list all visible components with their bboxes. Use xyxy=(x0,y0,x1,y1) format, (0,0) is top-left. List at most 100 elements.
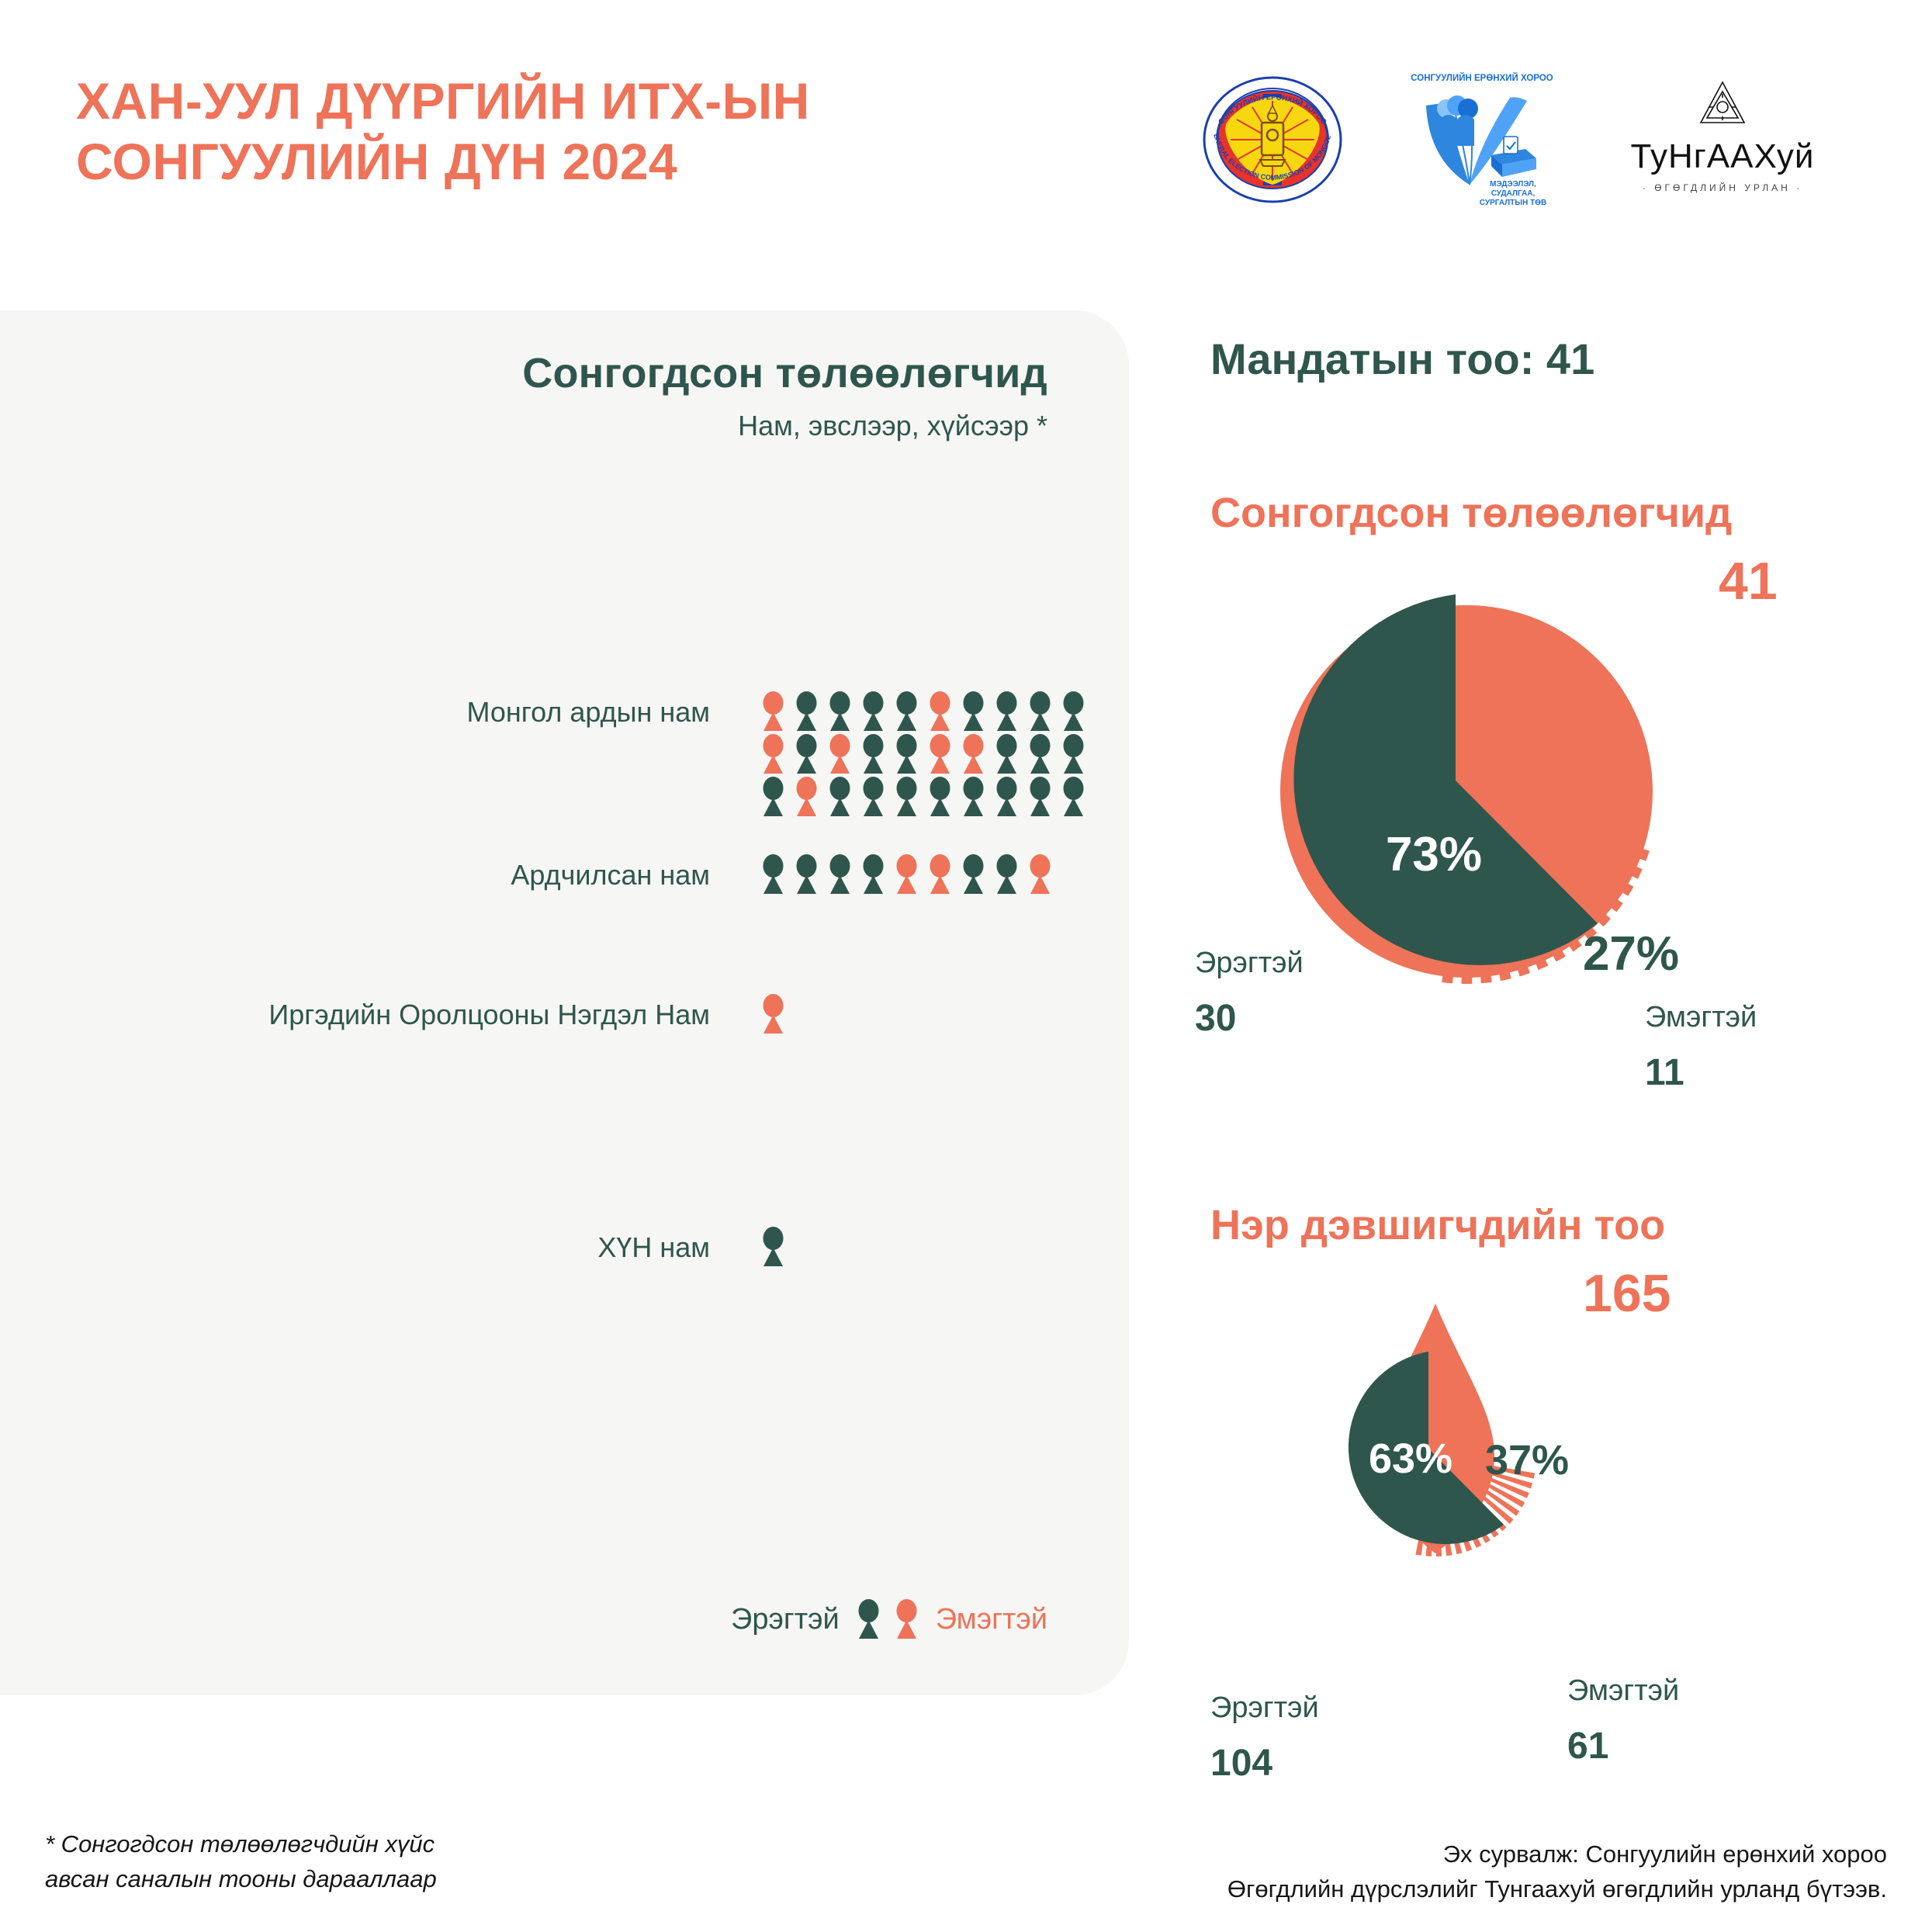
header: ХАН-УУЛ ДҮҮРГИЙН ИТХ-ЫН СОНГУУЛИЙН ДҮН 2… xyxy=(0,0,1932,310)
party-label: Ардчилсан нам xyxy=(511,859,710,891)
person-icon-male xyxy=(930,777,950,816)
party-pictogram-group xyxy=(757,993,1094,1036)
chart-1-total: 41 xyxy=(1719,552,1778,611)
chart-1-male-caption: Эрэгтэй 30 xyxy=(1195,947,1304,1039)
party-row: ХҮН нам xyxy=(109,1226,1094,1269)
source-note-line-2: Өгөгдлийн дүрслэлийг Тунгаахуй өгөгдлийн… xyxy=(1227,1875,1887,1903)
party-label: Монгол ардын нам xyxy=(466,696,710,728)
person-icon-male xyxy=(996,691,1017,731)
party-row: Ардчилсан нам xyxy=(109,853,1094,896)
person-icon-male xyxy=(996,777,1017,816)
elected-representatives-pie-chart: 73% 27% xyxy=(1280,594,1679,984)
pie-fan-slice xyxy=(1466,791,1634,896)
footnote-left-line-1: * Сонгогдсон төлөөлөгчдийн хүйс xyxy=(45,1830,435,1858)
svg-text:МЭДЭЭЛЭЛ,: МЭДЭЭЛЭЛ, xyxy=(1490,180,1536,189)
mandate-count-label: Мандатын тоо: 41 xyxy=(1210,334,1595,383)
person-icon-male xyxy=(1063,777,1084,816)
pie-fan-slice xyxy=(1435,1456,1514,1524)
elected-representatives-panel: Сонгогдсон төлөөлөгчид Нам, эвслээр, хүй… xyxy=(0,310,1129,1695)
person-icon-male xyxy=(763,777,784,816)
person-icon-male xyxy=(863,854,884,894)
party-row: Монгол ардын нам xyxy=(109,691,1094,819)
svg-text:СУДАЛГАА,: СУДАЛГАА, xyxy=(1491,189,1536,198)
page-title-line-1: ХАН-УУЛ ДҮҮРГИЙН ИТХ-ЫН xyxy=(76,72,810,130)
chart-2-male-caption: Эрэгтэй 104 xyxy=(1210,1691,1319,1784)
person-icon-male xyxy=(1030,777,1051,816)
chart-2-female-percent: 37% xyxy=(1485,1437,1569,1484)
pie-fan-slice xyxy=(1466,791,1611,927)
chart-2-female-caption: Эмэгтэй 61 xyxy=(1567,1674,1680,1767)
left-panel-subtitle: Нам, эвслээр, хүйсээр * xyxy=(738,410,1047,441)
chart-1-male-percent: 73% xyxy=(1386,828,1482,881)
svg-text:СОНГУУЛИЙН ЕРӨНХИЙ ХОРОО: СОНГУУЛИЙН ЕРӨНХИЙ ХОРОО xyxy=(1411,73,1553,83)
person-icon-male xyxy=(896,691,917,731)
svg-text:СУРГАЛТЫН ТӨВ: СУРГАЛТЫН ТӨВ xyxy=(1480,199,1546,207)
chart-1-female-caption: Эмэгтэй 11 xyxy=(1645,1001,1757,1093)
party-row: Иргэдийн Оролцооны Нэгдэл Нам xyxy=(109,993,1094,1036)
person-icon-male xyxy=(863,734,884,774)
pie-fan-slice xyxy=(1435,1456,1536,1479)
person-icon-female xyxy=(796,777,817,816)
party-pictogram-group xyxy=(757,1226,1094,1269)
pie-fan-slice xyxy=(1466,791,1650,861)
person-icon-male xyxy=(796,691,817,731)
person-icon-female xyxy=(1030,854,1051,894)
chart-2-title: Нэр дэвшигчдийн тоо xyxy=(1210,1202,1666,1248)
person-icon-female xyxy=(763,691,784,731)
party-pictogram-group xyxy=(757,691,1094,819)
person-icon-female xyxy=(763,734,784,774)
person-icon-female xyxy=(896,1599,917,1639)
chart-2-total: 165 xyxy=(1583,1264,1671,1323)
person-icon-male xyxy=(963,777,984,816)
summary-charts-panel: Мандатын тоо: 41 Сонгогдсон төлөөлөгчид … xyxy=(1195,334,1909,1784)
gender-legend: Эрэгтэй Эмэгтэй xyxy=(0,1598,1047,1641)
person-icon-male xyxy=(863,691,884,731)
pie-fan-slice xyxy=(1435,1456,1529,1498)
party-pictogram-group xyxy=(757,853,1094,896)
person-icon-male xyxy=(1063,691,1084,731)
left-panel-title: Сонгогдсон төлөөлөгчид xyxy=(522,350,1047,396)
person-icon-male xyxy=(863,777,884,816)
person-icon-male xyxy=(858,1599,879,1639)
legend-female-label: Эмэгтэй xyxy=(935,1603,1047,1636)
person-icon-male xyxy=(896,777,917,816)
party-label: Иргэдийн Оролцооны Нэгдэл Нам xyxy=(268,999,710,1030)
legend-male-label: Эрэгтэй xyxy=(731,1603,840,1636)
page-title-line-2: СОНГУУЛИЙН ДҮН 2024 xyxy=(76,132,678,190)
chart-1-female-percent: 27% xyxy=(1583,927,1679,981)
person-icon-male xyxy=(763,854,784,894)
person-icon-male xyxy=(996,854,1017,894)
person-icon-male xyxy=(829,854,850,894)
person-icon-female xyxy=(930,734,950,774)
person-icon-male xyxy=(1030,734,1051,774)
footnote-left: * Сонгогдсон төлөөлөгчдийн хүйс авсан са… xyxy=(45,1827,437,1897)
person-icon-male xyxy=(963,691,984,731)
person-icon-male xyxy=(763,1227,784,1266)
party-label: ХҮН нам xyxy=(597,1231,710,1263)
general-election-commission-of-mongolia-logo: СОНГУУЛИЙН ЕРӨНХИЙ ХОРОО GENERAL ELECTIO… xyxy=(1192,62,1350,216)
pie-fan-slice xyxy=(1435,1456,1525,1508)
person-icon-male xyxy=(796,854,817,894)
logo-group: СОНГУУЛИЙН ЕРӨНХИЙ ХОРОО GENERAL ELECTIO… xyxy=(1192,62,1831,216)
person-icon-male xyxy=(796,734,817,774)
source-note-line-1: Эх сурвалж: Сонгуулийн ерөнхий хороо xyxy=(1442,1840,1887,1868)
svg-text:· ӨГӨГДЛИЙН УРЛАН ·: · ӨГӨГДЛИЙН УРЛАН · xyxy=(1643,182,1802,193)
person-icon-female xyxy=(930,691,950,731)
person-icon-male xyxy=(996,734,1017,774)
person-icon-male xyxy=(963,854,984,894)
pie-fan-slice xyxy=(1435,1456,1533,1489)
source-note: Эх сурвалж: Сонгуулийн ерөнхий хороо Өгө… xyxy=(1227,1837,1887,1907)
chart-1-title: Сонгогдсон төлөөлөгчид xyxy=(1210,490,1733,536)
footnote-left-line-2: авсан саналын тооны дарааллаар xyxy=(45,1864,437,1892)
pie-fan-slice xyxy=(1435,1456,1520,1516)
person-icon-male xyxy=(1030,691,1051,731)
svg-text:ТуНгААХуй: ТуНгААХуй xyxy=(1631,137,1815,175)
person-icon-male xyxy=(896,734,917,774)
pie-fan-slice xyxy=(1466,791,1623,912)
tungaakhui-logo: ТуНгААХуй · ӨГӨГДЛИЙН УРЛАН · xyxy=(1614,68,1831,216)
person-icon-female xyxy=(829,734,850,774)
person-icon-female xyxy=(963,734,984,774)
person-icon-male xyxy=(1063,734,1084,774)
person-icon-female xyxy=(896,854,917,894)
candidates-pie-chart: 63% 37% xyxy=(1348,1304,1569,1556)
